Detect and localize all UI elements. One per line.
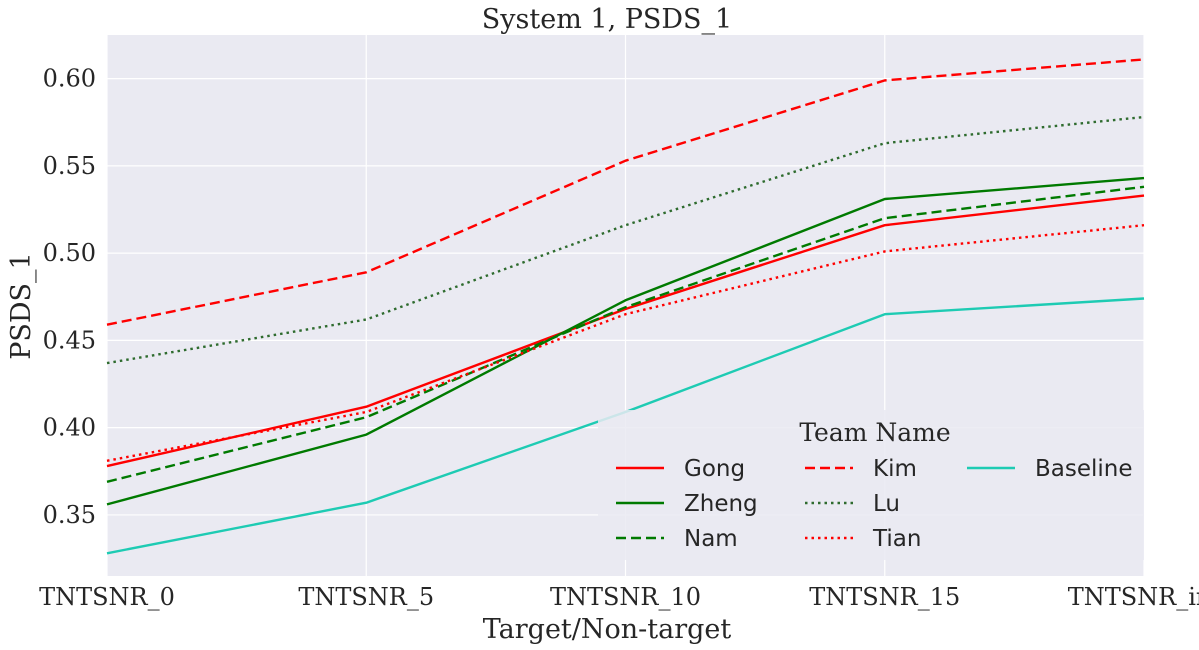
y-tick-labels: 0.35 0.40 0.45 0.50 0.55 0.60 bbox=[43, 65, 96, 529]
x-tick-label: TNTSNR_inf bbox=[1068, 583, 1199, 611]
legend-item-nam: Nam bbox=[616, 526, 738, 552]
legend-title: Team Name bbox=[799, 418, 950, 447]
series-line-gong bbox=[106, 194, 1145, 468]
legend-item-lu: Lu bbox=[805, 491, 900, 517]
x-tick-label: TNTSNR_5 bbox=[298, 583, 434, 611]
series-line-zheng bbox=[106, 176, 1145, 506]
legend-label: Nam bbox=[684, 526, 738, 552]
legend-label: Zheng bbox=[684, 491, 758, 517]
x-tick-label: TNTSNR_0 bbox=[39, 583, 175, 611]
y-tick-label: 0.45 bbox=[43, 326, 96, 354]
x-tick-labels: TNTSNR_0 TNTSNR_5 TNTSNR_10 TNTSNR_15 TNTSNR… bbox=[39, 583, 1199, 611]
legend-item-kim: Kim bbox=[805, 456, 917, 482]
series-line-kim bbox=[106, 58, 1145, 326]
series-line-lu bbox=[106, 115, 1145, 365]
y-tick-label: 0.40 bbox=[43, 414, 96, 442]
x-tick-label: TNTSNR_10 bbox=[550, 583, 701, 611]
y-axis-label: PSDS_1 bbox=[6, 252, 37, 360]
legend: Team Name Gong Zheng Nam Kim Lu Tian Baseline bbox=[598, 410, 1144, 560]
chart-title: System 1, PSDS_1 bbox=[482, 4, 732, 35]
legend-item-tian: Tian bbox=[805, 526, 921, 552]
y-tick-label: 0.55 bbox=[43, 152, 96, 180]
legend-label: Baseline bbox=[1035, 456, 1133, 482]
legend-label: Kim bbox=[873, 456, 917, 482]
legend-label: Gong bbox=[684, 456, 745, 482]
y-tick-label: 0.60 bbox=[43, 65, 96, 93]
legend-box bbox=[598, 410, 1144, 560]
legend-item-baseline: Baseline bbox=[967, 456, 1133, 482]
x-axis-label: Target/Non-target bbox=[483, 614, 732, 645]
series-line-nam bbox=[106, 185, 1145, 483]
legend-item-gong: Gong bbox=[616, 456, 745, 482]
y-tick-label: 0.35 bbox=[43, 501, 96, 529]
legend-label: Tian bbox=[872, 526, 921, 552]
legend-label: Lu bbox=[873, 491, 900, 517]
y-tick-label: 0.50 bbox=[43, 239, 96, 267]
series-line-tian bbox=[106, 224, 1145, 462]
legend-item-zheng: Zheng bbox=[616, 491, 758, 517]
x-tick-label: TNTSNR_15 bbox=[809, 583, 960, 611]
